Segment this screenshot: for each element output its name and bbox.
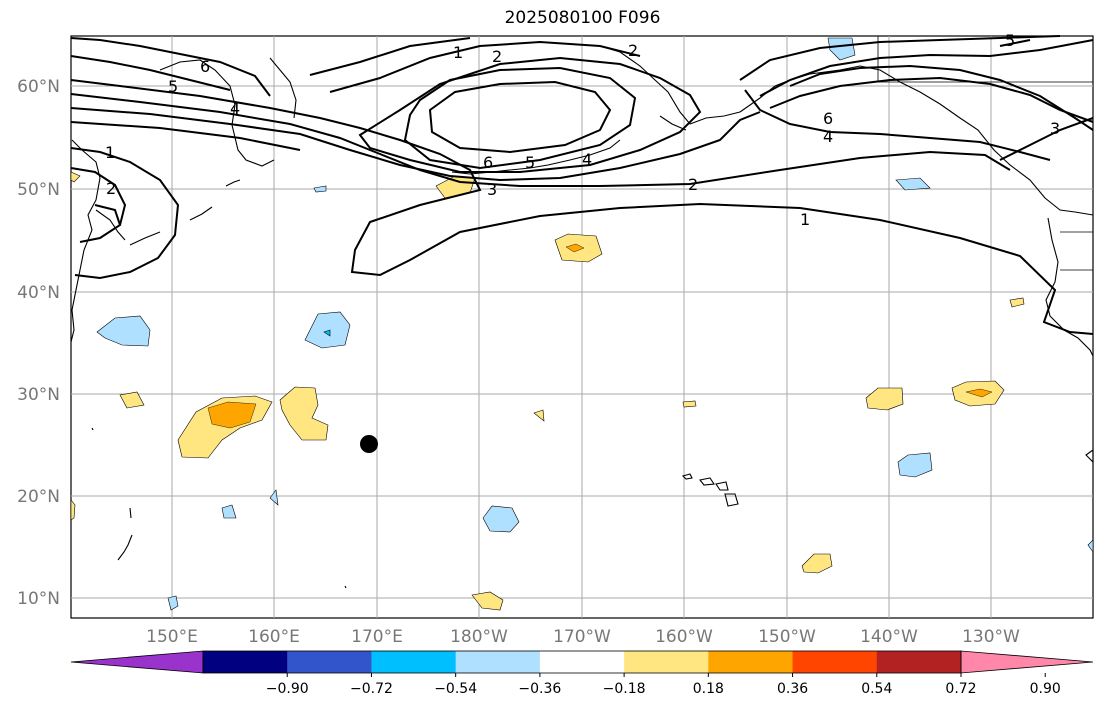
lat-label: 60°N [17,77,60,97]
colorbar-tick-label: 0.90 [1030,681,1061,697]
contour-label: 2 [492,47,502,66]
colorbar-segment [876,651,962,673]
colorbar-segment [371,651,457,673]
colorbar-frame [202,650,962,674]
contour-label: 3 [1050,119,1060,138]
contour-label: 6 [200,57,210,76]
storm-center-marker [360,435,378,453]
contour-label: 5 [1005,31,1015,50]
colorbar-tick-label: −0.18 [603,681,646,697]
contour-label: 1 [453,43,463,62]
lat-label: 10°N [17,589,60,609]
colorbar-extend-low [70,650,204,674]
colorbar-tick-label: −0.90 [266,681,309,697]
contour-label: 5 [168,77,178,96]
lon-label: 170°E [351,627,403,647]
lon-label: 130°W [962,627,1020,647]
colorbar-tick-label: 0.54 [861,681,892,697]
colorbar-segment [624,651,709,673]
latitude-labels: 60°N 50°N 40°N 30°N 20°N 10°N [17,77,60,609]
colorbar-segment [203,651,288,673]
anomaly-fills [70,37,1094,611]
lon-label: 180°W [450,627,508,647]
longitude-labels: 150°E 160°E 170°E 180°W 170°W 160°W 150°… [146,627,1020,647]
map-title: 2025080100 F096 [504,8,661,28]
colorbar-tick-label: 0.72 [945,681,976,697]
lat-label: 20°N [17,487,60,507]
contour-label: 2 [106,179,116,198]
contour-label: 4 [582,150,592,169]
lat-label: 30°N [17,385,60,405]
colorbar-segment [287,651,372,673]
contour-label: 1 [800,210,810,229]
contour-label: 4 [823,127,833,146]
lon-label: 140°W [860,627,918,647]
colorbar-extend-high [960,650,1094,674]
colorbar-segment [792,651,878,673]
colorbar-tick-label: −0.36 [518,681,561,697]
colorbar-segment [455,651,541,673]
lat-label: 50°N [17,180,60,200]
lon-label: 150°W [758,627,816,647]
gridlines [71,36,1093,618]
contour-label: 5 [525,153,535,172]
contour-lines [70,35,1094,335]
colorbar: −0.90 −0.72 −0.54 −0.36 −0.18 0.18 0.36 0.54 0.7… [70,650,1094,697]
contour-label: 2 [688,175,698,194]
colorbar-tick-label: 0.18 [693,681,724,697]
contour-label: 3 [487,180,497,199]
colorbar-tick-label: −0.72 [350,681,393,697]
contour-label: 6 [483,153,493,172]
lon-label: 160°E [248,627,300,647]
contour-label-group: 1 1 1 2 2 2 2 3 3 4 4 4 5 5 5 6 6 6 [105,31,1060,229]
contour-label: 6 [823,109,833,128]
colorbar-tick-label: 0.36 [777,681,808,697]
lon-label: 170°W [553,627,611,647]
contour-label: 1 [105,143,115,162]
lon-label: 160°W [655,627,713,647]
contour-label: 4 [230,99,240,118]
contour-label: 2 [628,41,638,60]
lon-label: 150°E [146,627,198,647]
colorbar-segment [708,651,794,673]
lat-label: 40°N [17,283,60,303]
colorbar-tick-label: −0.54 [434,681,477,697]
colorbar-segment [539,651,625,673]
